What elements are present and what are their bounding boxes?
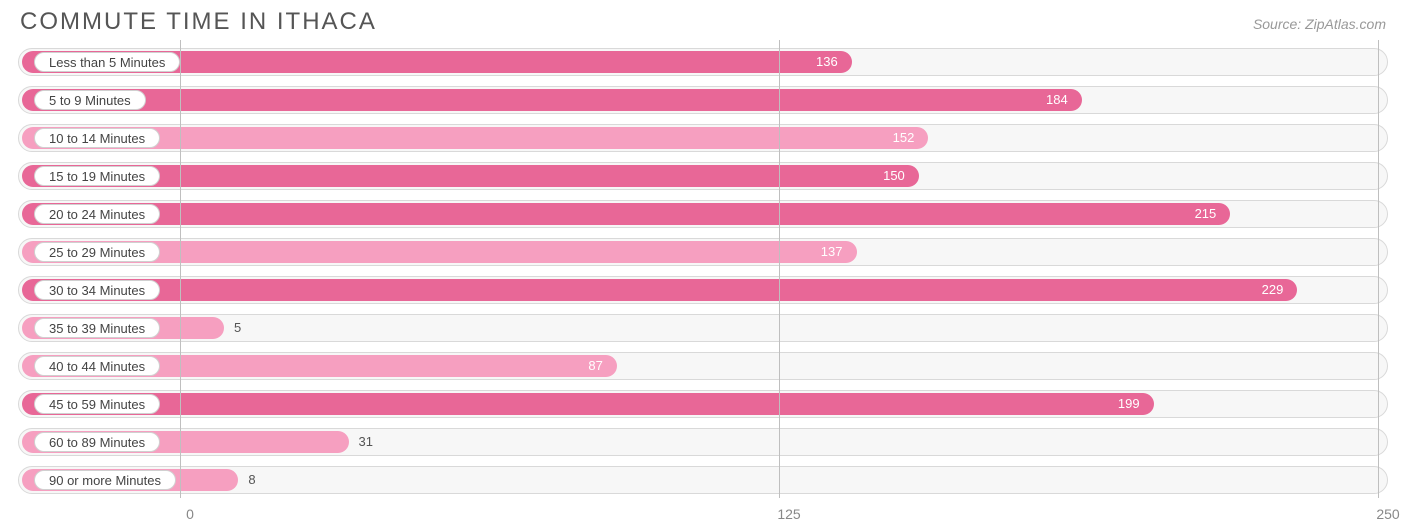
bar-row: 40 to 44 Minutes87: [10, 350, 1396, 382]
chart-plot-area: Less than 5 Minutes1365 to 9 Minutes1841…: [0, 40, 1406, 532]
bar-row: 15 to 19 Minutes150: [10, 160, 1396, 192]
category-label: 60 to 89 Minutes: [34, 432, 160, 452]
chart-source: Source: ZipAtlas.com: [1253, 16, 1386, 32]
category-label: 5 to 9 Minutes: [34, 90, 146, 110]
value-label: 31: [349, 432, 373, 452]
axis-tick-label: 0: [186, 506, 194, 522]
bar-row: 90 or more Minutes 8: [10, 464, 1396, 496]
axis-tick-label: 125: [777, 506, 800, 522]
category-label: 10 to 14 Minutes: [34, 128, 160, 148]
category-label: 15 to 19 Minutes: [34, 166, 160, 186]
bar-row: 25 to 29 Minutes137: [10, 236, 1396, 268]
category-label: 20 to 24 Minutes: [34, 204, 160, 224]
chart-title: COMMUTE TIME IN ITHACA: [20, 8, 377, 36]
bar-row: 45 to 59 Minutes199: [10, 388, 1396, 420]
bar-row: 30 to 34 Minutes229: [10, 274, 1396, 306]
category-label: 40 to 44 Minutes: [34, 356, 160, 376]
bar-row: 60 to 89 Minutes 31: [10, 426, 1396, 458]
category-label: 90 or more Minutes: [34, 470, 176, 490]
bar-row: 20 to 24 Minutes215: [10, 198, 1396, 230]
bar-row: 5 to 9 Minutes184: [10, 84, 1396, 116]
bar-row: Less than 5 Minutes136: [10, 46, 1396, 78]
x-axis: 0 125 250: [10, 502, 1396, 532]
value-label: 8: [238, 470, 255, 490]
value-label: 5: [224, 318, 241, 338]
value-label: 199: [22, 394, 1154, 414]
bar-row: 35 to 39 Minutes 5: [10, 312, 1396, 344]
grid-line: [1378, 40, 1379, 498]
category-label: 25 to 29 Minutes: [34, 242, 160, 262]
bar-row: 10 to 14 Minutes152: [10, 122, 1396, 154]
category-label: 45 to 59 Minutes: [34, 394, 160, 414]
value-label: 184: [22, 90, 1082, 110]
axis-tick-label: 250: [1376, 506, 1399, 522]
category-label: 30 to 34 Minutes: [34, 280, 160, 300]
value-label: 215: [22, 204, 1230, 224]
chart-header: COMMUTE TIME IN ITHACA Source: ZipAtlas.…: [0, 0, 1406, 40]
category-label: 35 to 39 Minutes: [34, 318, 160, 338]
category-label: Less than 5 Minutes: [34, 52, 180, 72]
value-label: 229: [22, 280, 1297, 300]
